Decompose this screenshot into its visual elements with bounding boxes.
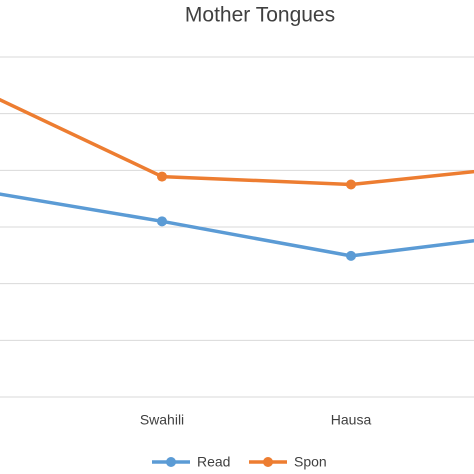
legend-item: Spon [249,454,327,470]
data-point [157,171,167,182]
data-point [346,250,356,261]
x-tick-label: Hausa [331,412,372,428]
series-line [0,192,474,258]
legend-marker [166,457,176,467]
data-point [157,216,167,227]
legend-label: Spon [294,454,327,470]
data-point [346,179,356,190]
legend-marker [263,457,273,467]
legend-item: Read [152,454,230,470]
legend-label: Read [197,454,230,470]
series-line [0,97,474,187]
chart-title: Mother Tongues [185,4,335,27]
x-tick-label: Swahili [140,412,184,428]
